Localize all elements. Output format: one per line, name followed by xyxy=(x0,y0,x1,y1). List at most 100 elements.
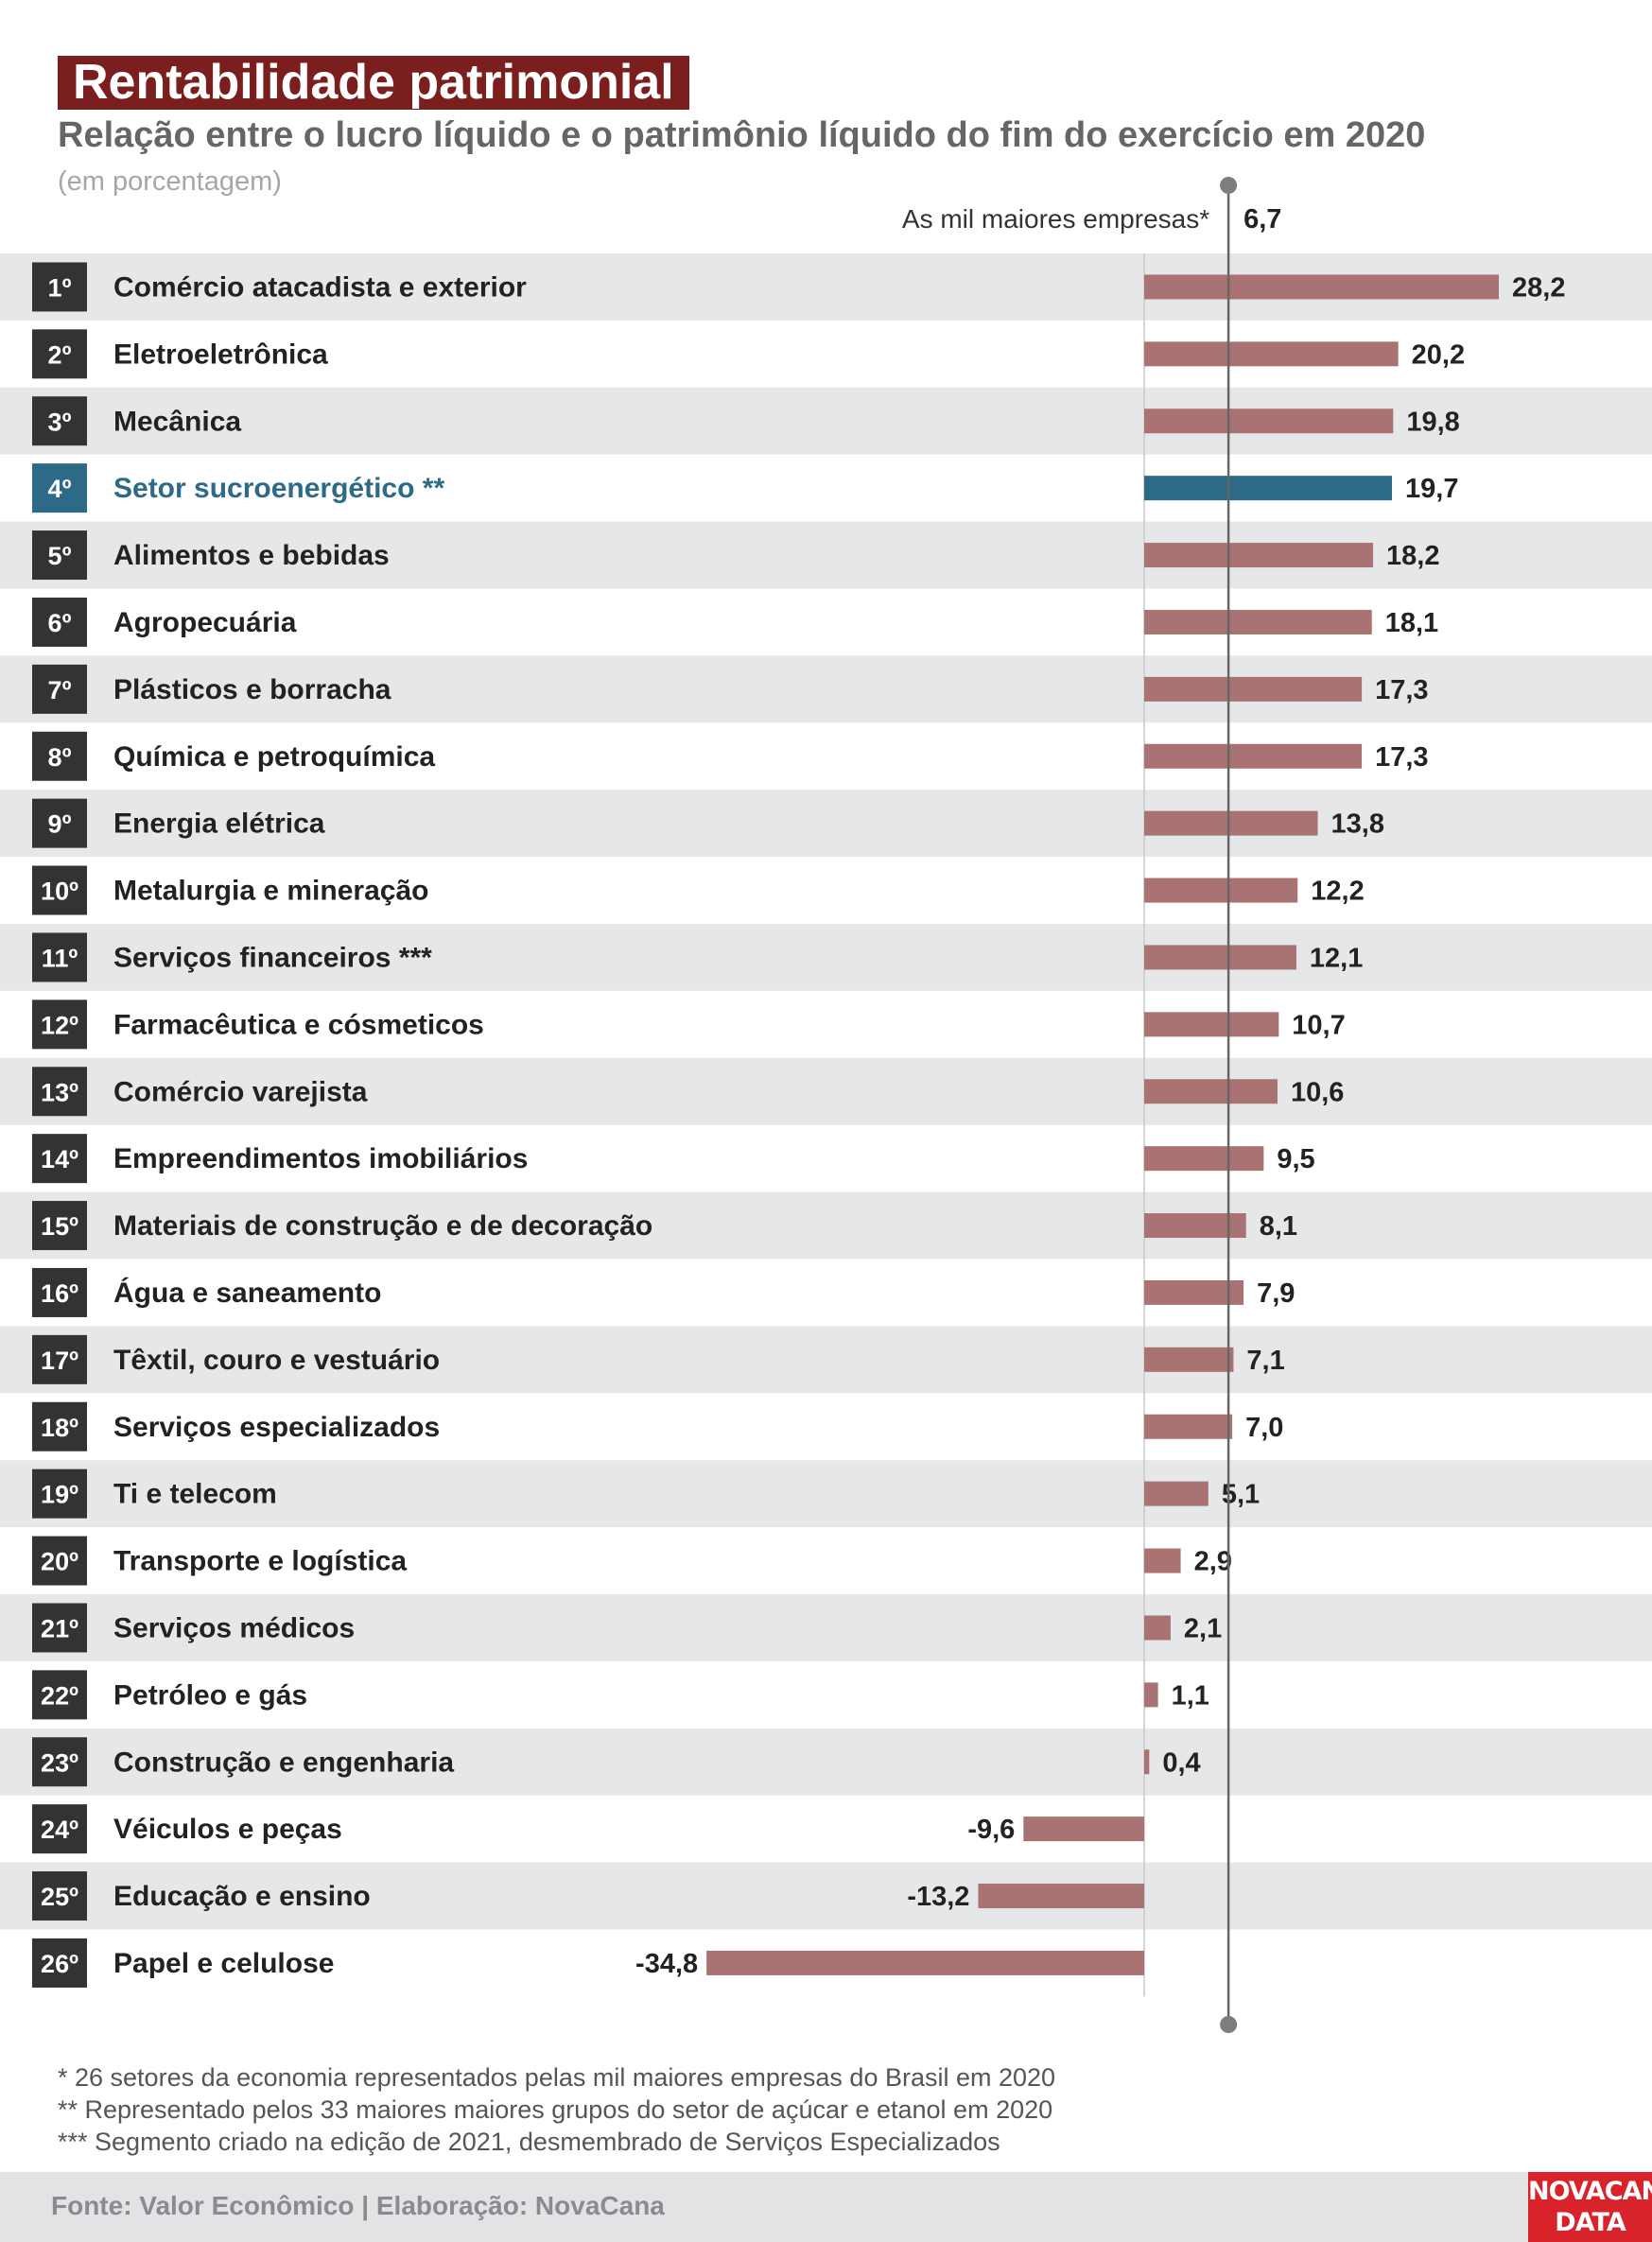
row-stripe xyxy=(0,387,1652,455)
category-label: Plásticos e borracha xyxy=(113,674,391,705)
category-label: Água e saneamento xyxy=(113,1277,381,1309)
rank-badge xyxy=(32,1938,87,1988)
row-stripe xyxy=(0,1191,1652,1260)
footnotes: * 26 setores da economia representados p… xyxy=(58,2061,1055,2158)
units-note: (em porcentagem) xyxy=(58,166,282,197)
row-stripe xyxy=(0,1594,1652,1661)
value-label: 17,3 xyxy=(1375,675,1428,705)
rank-label: 9º xyxy=(48,810,72,839)
value-label: 17,3 xyxy=(1375,742,1428,773)
rank-badge xyxy=(32,999,87,1050)
row-stripe xyxy=(0,924,1652,991)
rank-badge xyxy=(32,865,87,915)
footnote-1: * 26 setores da economia representados p… xyxy=(58,2063,1056,2092)
value-label: 12,2 xyxy=(1311,877,1364,907)
value-bar xyxy=(1144,609,1372,634)
category-label: Comércio varejista xyxy=(113,1076,368,1107)
rank-label: 25º xyxy=(41,1883,78,1911)
value-bar xyxy=(978,1884,1144,1909)
rank-label: 22º xyxy=(41,1681,78,1710)
chart-subtitle: Relação entre o lucro líquido e o patrim… xyxy=(58,115,1426,155)
value-label: 2,9 xyxy=(1194,1547,1232,1577)
value-label: 9,5 xyxy=(1277,1144,1314,1174)
category-label: Empreendimentos imobiliários xyxy=(113,1143,528,1174)
value-bar xyxy=(1144,945,1296,970)
rank-label: 20º xyxy=(41,1548,78,1576)
rank-label: 16º xyxy=(41,1279,78,1308)
value-bar xyxy=(1144,476,1393,501)
rank-badge xyxy=(32,932,87,982)
value-bar xyxy=(1144,1548,1181,1573)
rank-label: 26º xyxy=(41,1950,78,1978)
value-bar xyxy=(1144,408,1394,434)
value-label: 28,2 xyxy=(1512,272,1565,303)
rank-badge xyxy=(32,1067,87,1117)
rank-badge xyxy=(32,530,87,581)
rank-label: 15º xyxy=(41,1212,78,1241)
value-label: 8,1 xyxy=(1260,1211,1297,1242)
value-bar xyxy=(1144,1414,1233,1439)
value-bar xyxy=(1144,743,1363,769)
rank-badge xyxy=(32,1536,87,1586)
value-label: 19,8 xyxy=(1406,407,1459,437)
category-label: Materiais de construção e de decoração xyxy=(113,1210,652,1242)
category-label: Alimentos e bebidas xyxy=(113,540,390,571)
category-label: Petróleo e gás xyxy=(113,1679,307,1711)
value-bar xyxy=(1144,341,1399,367)
value-label: 7,0 xyxy=(1245,1413,1283,1443)
category-label: Energia elétrica xyxy=(113,808,325,840)
logo-line-1: NOVACANA xyxy=(1528,2177,1652,2206)
rank-badge xyxy=(32,1334,87,1384)
rank-label: 24º xyxy=(41,1816,78,1844)
value-label: -9,6 xyxy=(967,1815,1015,1845)
chart-title: Rentabilidade patrimonial xyxy=(58,56,689,110)
rank-badge xyxy=(32,1469,87,1519)
rank-badge xyxy=(32,1603,87,1653)
category-label: Farmacêutica e cósmeticos xyxy=(113,1009,484,1040)
value-label: 12,1 xyxy=(1310,943,1363,973)
category-label: Educação e ensino xyxy=(113,1881,371,1912)
category-label: Ti e telecom xyxy=(113,1479,277,1510)
rank-label: 10º xyxy=(41,878,78,906)
value-label: 18,2 xyxy=(1386,541,1439,571)
rank-label: 7º xyxy=(48,676,72,704)
value-bar xyxy=(1144,1079,1278,1104)
value-label: 10,6 xyxy=(1291,1077,1344,1107)
value-label: 7,9 xyxy=(1257,1278,1295,1309)
rank-badge xyxy=(32,1134,87,1184)
reference-line-label: As mil maiores empresas* xyxy=(902,204,1209,234)
value-bar xyxy=(1144,1012,1279,1037)
logo-line-2: DATA xyxy=(1555,2208,1626,2237)
source-credit: Fonte: Valor Econômico | Elaboração: Nov… xyxy=(51,2191,665,2220)
rank-label: 21º xyxy=(41,1614,78,1642)
category-label: Construção e engenharia xyxy=(113,1747,454,1778)
footnote-2: ** Representado pelos 33 maiores maiores… xyxy=(58,2095,1053,2124)
value-label: 2,1 xyxy=(1184,1613,1222,1643)
rank-label: 6º xyxy=(48,609,72,637)
category-label: Setor sucroenergético ** xyxy=(113,473,444,504)
category-label: Comércio atacadista e exterior xyxy=(113,271,527,303)
value-label: 10,7 xyxy=(1292,1010,1345,1040)
category-label: Véiculos e peças xyxy=(113,1814,342,1845)
value-label: 1,1 xyxy=(1172,1680,1209,1711)
value-bar xyxy=(1144,543,1374,568)
category-label: Agropecuária xyxy=(113,607,297,638)
rank-label: 4º xyxy=(48,475,72,503)
category-label: Eletroeletrônica xyxy=(113,339,328,370)
rank-label: 12º xyxy=(41,1011,78,1039)
novacana-data-logo: NOVACANA DATA xyxy=(1528,2172,1652,2242)
rank-badge xyxy=(32,1871,87,1921)
rank-badge xyxy=(32,1267,87,1317)
reference-line-top-dot xyxy=(1220,177,1238,194)
value-label: 18,1 xyxy=(1385,608,1438,638)
rank-label: 17º xyxy=(41,1347,78,1375)
rank-badge xyxy=(32,597,87,647)
value-bar xyxy=(1144,274,1500,300)
category-label: Têxtil, couro e vestuário xyxy=(113,1345,440,1376)
rank-badge xyxy=(32,262,87,312)
category-label: Serviços financeiros *** xyxy=(113,942,432,973)
row-stripe xyxy=(0,1460,1652,1528)
rank-label: 11º xyxy=(42,944,78,972)
category-label: Mecânica xyxy=(113,406,241,437)
reference-line-value: 6,7 xyxy=(1243,204,1281,235)
